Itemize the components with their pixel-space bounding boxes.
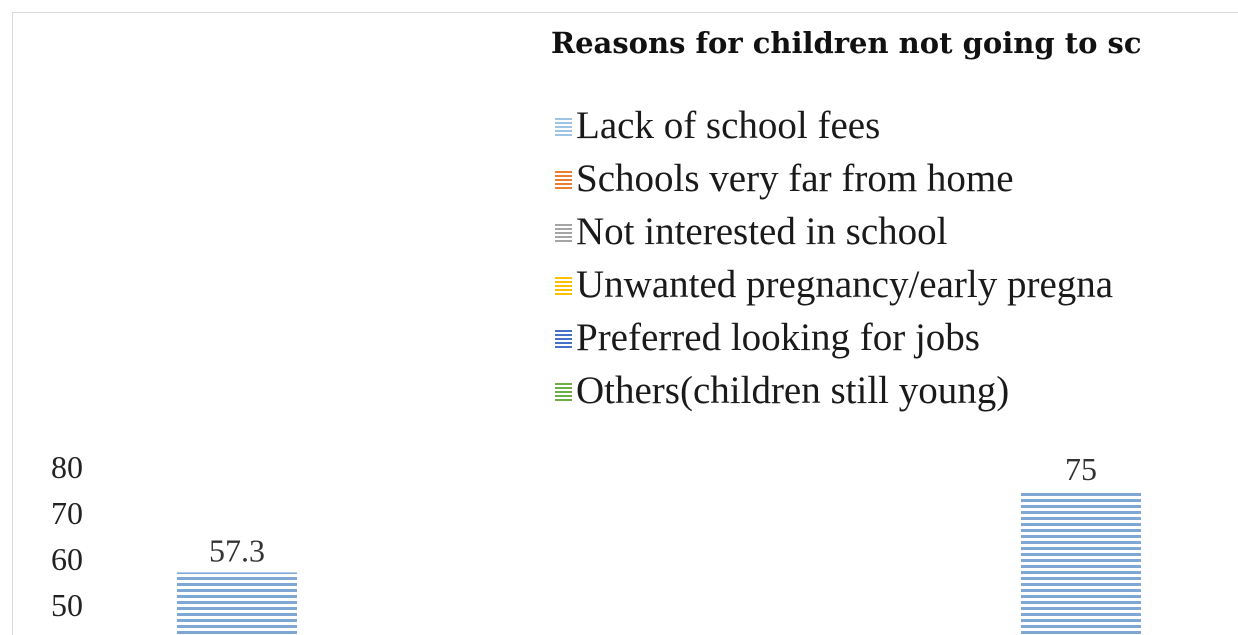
data-label: 57.3 [209, 532, 265, 568]
legend-item: Others(children still young) [555, 369, 1009, 412]
legend-item: Schools very far from home [555, 157, 1014, 200]
bar [1021, 491, 1141, 635]
legend-swatch [555, 171, 572, 189]
legend-label: Not interested in school [576, 210, 948, 253]
legend-label: Preferred looking for jobs [576, 316, 980, 359]
legend-label: Schools very far from home [576, 157, 1014, 200]
legend-label: Others(children still young) [576, 369, 1009, 412]
y-tick-label: 60 [51, 541, 83, 577]
legend-swatch [555, 277, 572, 295]
chart-svg: Reasons for children not going to sc Lac… [51, 26, 1142, 635]
legend-swatch [555, 118, 572, 136]
legend-swatch [555, 383, 572, 401]
legend-label: Unwanted pregnancy/early pregna [576, 263, 1113, 306]
y-axis: 80 70 60 50 [51, 449, 83, 623]
legend-item: Lack of school fees [555, 104, 880, 147]
legend-label: Lack of school fees [576, 104, 880, 147]
bars [177, 491, 1141, 635]
chart-title: Reasons for children not going to sc [551, 26, 1142, 60]
chart-frame: Reasons for children not going to sc Lac… [12, 12, 1238, 635]
legend-item: Unwanted pregnancy/early pregna [555, 263, 1113, 306]
y-tick-label: 70 [51, 495, 83, 531]
y-tick-label: 50 [51, 587, 83, 623]
bar [177, 572, 297, 635]
legend-swatch [555, 224, 572, 242]
legend-swatch [555, 330, 572, 348]
legend: Lack of school fees Schools very far from… [555, 104, 1113, 412]
data-labels: 57.3 75 [209, 451, 1097, 568]
data-label: 75 [1065, 451, 1097, 487]
y-tick-label: 80 [51, 449, 83, 485]
legend-item: Not interested in school [555, 210, 948, 253]
legend-item: Preferred looking for jobs [555, 316, 980, 359]
